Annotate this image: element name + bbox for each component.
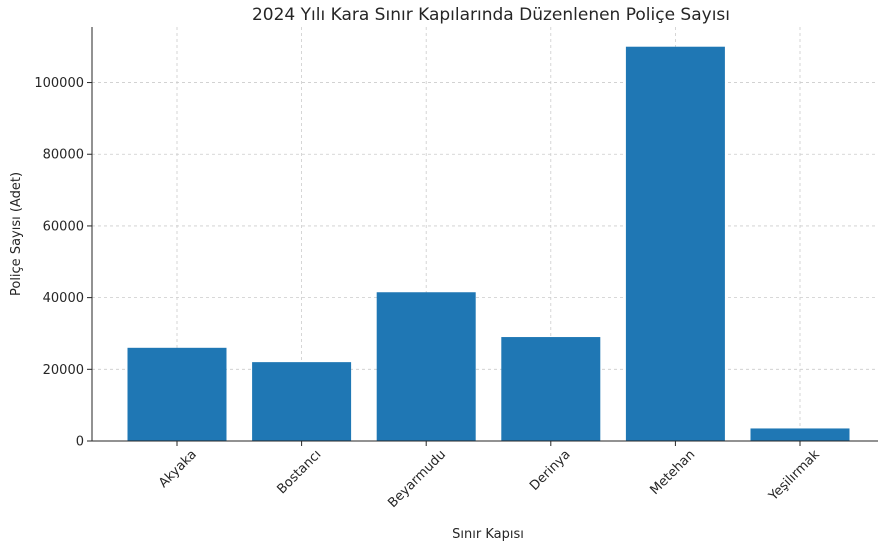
y-axis: 0 20000 40000 60000 80000 100000 <box>34 76 92 450</box>
bar-metehan <box>625 46 725 441</box>
x-tick-label: Yeşilırmak <box>765 447 823 505</box>
x-tick-label: Beyarmudu <box>385 447 449 511</box>
chart-title: 2024 Yılı Kara Sınır Kapılarında Düzenle… <box>252 5 730 25</box>
y-tick-label: 20000 <box>43 363 84 378</box>
bar-bostancı <box>252 362 352 441</box>
y-tick-label: 0 <box>76 435 84 450</box>
x-tick-label: Bostancı <box>274 447 324 497</box>
bars <box>127 46 850 441</box>
y-tick-label: 60000 <box>43 219 84 234</box>
x-tick-label: Akyaka <box>156 447 200 491</box>
y-tick-label: 80000 <box>43 148 84 163</box>
bar-akyaka <box>127 347 227 441</box>
bar-derinya <box>501 337 601 441</box>
bar-yeşilırmak <box>750 428 850 441</box>
x-tick-label: Metehan <box>647 447 698 498</box>
y-tick-label: 100000 <box>34 76 84 91</box>
x-tick-label: Derinya <box>527 447 574 494</box>
y-axis-label: Poliçe Sayısı (Adet) <box>9 172 24 296</box>
bar-beyarmudu <box>376 292 476 441</box>
x-axis: Akyaka Bostancı Beyarmudu Derinya Metehan Yeş… <box>156 441 823 511</box>
y-tick-label: 40000 <box>43 291 84 306</box>
grid-lines <box>92 27 878 442</box>
x-axis-label: Sınır Kapısı <box>452 527 524 542</box>
